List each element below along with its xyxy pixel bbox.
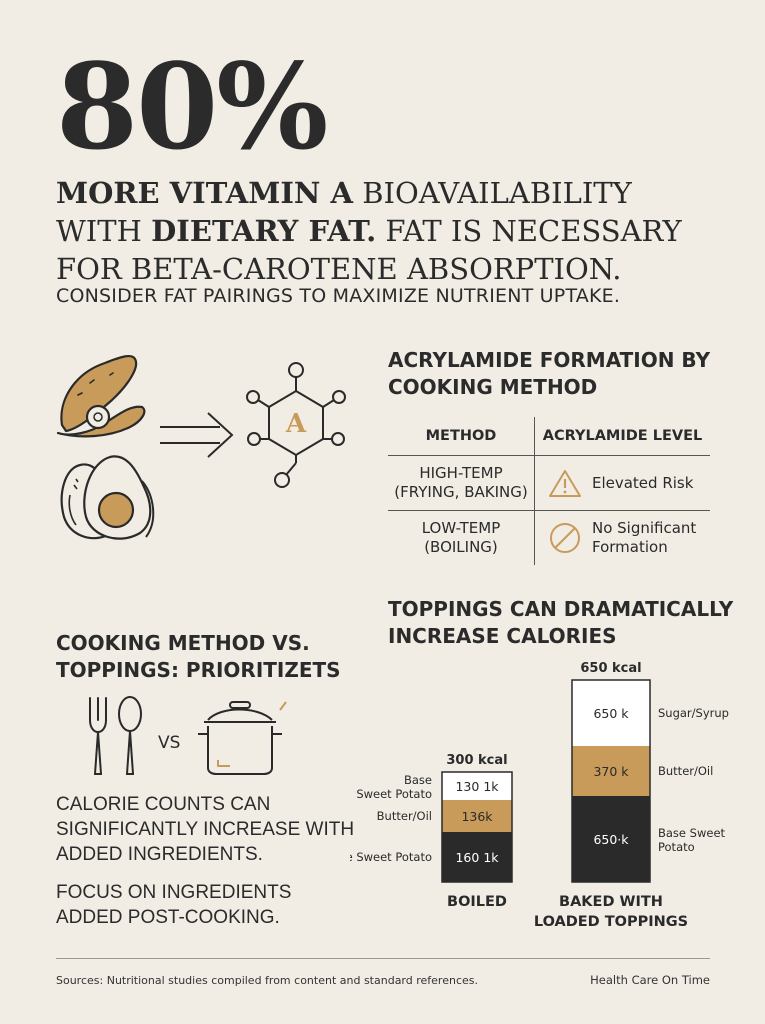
headline-text-1: bioavailability with (56, 176, 632, 248)
segment-value-label: 136k (461, 809, 493, 824)
bar-outline (441, 771, 513, 883)
method-cell: LOW-TEMP (BOILING) (388, 511, 534, 566)
level-cell: Elevated Risk (533, 455, 710, 511)
category-label: LOADED TOPPINGS (534, 914, 688, 930)
bar-segment (442, 832, 512, 882)
fork-icon (89, 697, 107, 775)
segment-name-label: Butter/Oil (377, 809, 432, 823)
bar-segment (442, 800, 512, 832)
prohibited-icon (549, 523, 580, 553)
cooking-title: COOKING METHOD VS. TOPPINGS: PRIORITIZET… (56, 631, 341, 682)
acrylamide-title: ACRYLAMIDE FORMATION BY COOKING METHOD (388, 348, 711, 399)
segment-name-label: Base Sweet (658, 826, 726, 840)
level-text: No Significant (591, 519, 697, 537)
segment-name-label: Potato (658, 840, 695, 854)
calorie-text: CALORIE COUNTS CAN SIGNIFICANTLY INCREAS… (56, 794, 355, 865)
segment-value-label: 160 1k (455, 850, 499, 865)
category-label: BOILED (447, 894, 507, 910)
segment-name-label: Sweet Potato (356, 787, 432, 801)
segment-name-label: Base Sweet Potato (350, 850, 432, 864)
focus-text: FOCUS ON INGREDIENTS ADDED POST-COOKING. (56, 882, 292, 928)
acrylamide-table: METHOD ACRYLAMIDE LEVEL HIGH-TEMP (FRYIN… (388, 417, 710, 565)
segment-value-label: 650 k (593, 706, 629, 721)
headline-bold-2: dietary fat. (151, 214, 377, 248)
column-header-method: METHOD (388, 417, 535, 456)
table-header-row: METHOD ACRYLAMIDE LEVEL (388, 417, 710, 456)
hero-subhead: CONSIDER FAT PAIRINGS TO MAXIMIZE NUTRIE… (56, 285, 621, 307)
warning-icon (548, 470, 581, 497)
segment-name-label: Butter/Oil (658, 764, 713, 778)
vitamin-a-molecule-icon (246, 362, 346, 488)
footer-divider (56, 958, 710, 959)
segment-value-label: 130 1k (455, 779, 499, 794)
brand-name: Health Care On Time (590, 973, 710, 987)
method-line: LOW-TEMP (421, 519, 501, 537)
table-row: LOW-TEMP (BOILING) No Significant Format… (388, 510, 710, 566)
column-header-level: ACRYLAMIDE LEVEL (533, 417, 710, 456)
level-subtext: Formation (591, 538, 668, 556)
segment-value-label: 370 k (593, 764, 629, 779)
sweet-potato-icon (56, 354, 146, 438)
sources-text: Sources: Nutritional studies compiled fr… (56, 974, 478, 987)
absorption-illustration: A (56, 354, 346, 540)
headline-text-2: Fat is necessary for beta-carotene absor… (56, 214, 682, 286)
level-text: Elevated Risk (591, 473, 694, 492)
bar-total-label: 650 kcal (580, 661, 641, 676)
segment-name-label: Sugar/Syrup (658, 706, 729, 720)
chart-title: TOPPINGS CAN DRAMATICALLY INCREASE CALOR… (388, 597, 734, 648)
bar-segment (572, 796, 650, 882)
molecule-letter: A (285, 409, 307, 439)
vs-label: VS (158, 733, 180, 753)
segment-name-label: Base (404, 773, 432, 787)
segment-value-label: 650·k (593, 832, 629, 847)
method-subline: (BOILING) (424, 538, 498, 556)
hero-stat: 80% (56, 37, 328, 176)
bar-outline (571, 679, 651, 883)
level-cell: No Significant Formation (533, 510, 710, 565)
bar-segment (572, 746, 650, 796)
pot-icon (198, 701, 287, 775)
category-label: BAKED WITH (559, 894, 663, 910)
method-line: HIGH-TEMP (419, 464, 503, 482)
bar-segment (442, 772, 512, 800)
calorie-chart: 160 1k Base Sweet Potato 136k Butter/Oil 130… (350, 661, 729, 930)
bar-total-label: 300 kcal (446, 753, 507, 768)
spoon-icon (118, 696, 142, 775)
avocado-icon (60, 455, 155, 540)
arrow-right-icon (160, 412, 234, 458)
table-row: HIGH-TEMP (FRYING, BAKING) Elevated Risk (388, 455, 710, 511)
cooking-illustration: VS (89, 696, 287, 775)
headline-bold-1: More Vitamin A (56, 176, 353, 210)
hero-headline: More Vitamin A bioavailability with diet… (56, 174, 696, 288)
method-cell: HIGH-TEMP (FRYING, BAKING) (388, 455, 535, 511)
method-subline: (FRYING, BAKING) (394, 483, 528, 501)
bar-segment (572, 680, 650, 746)
